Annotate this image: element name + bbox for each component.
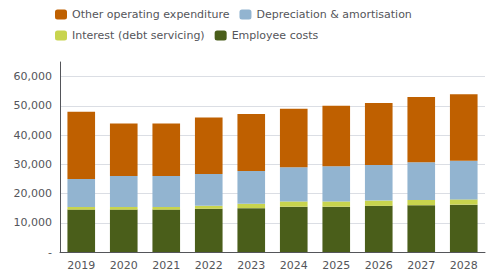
- svg-text:60,000: 60,000: [14, 70, 53, 83]
- svg-text:30,000: 30,000: [14, 158, 53, 171]
- svg-text:20,000: 20,000: [14, 187, 53, 200]
- svg-text:2025: 2025: [322, 259, 350, 272]
- svg-text:2028: 2028: [450, 259, 478, 272]
- svg-text:-: -: [48, 246, 52, 259]
- svg-text:2020: 2020: [110, 259, 138, 272]
- svg-text:2023: 2023: [237, 259, 265, 272]
- svg-text:2021: 2021: [152, 259, 180, 272]
- svg-text:2022: 2022: [195, 259, 223, 272]
- svg-text:Depreciation & amortisation: Depreciation & amortisation: [256, 8, 411, 21]
- svg-text:Interest (debt servicing): Interest (debt servicing): [72, 29, 205, 42]
- svg-text:50,000: 50,000: [14, 99, 53, 112]
- svg-text:Employee costs: Employee costs: [232, 29, 319, 42]
- svg-text:2027: 2027: [407, 259, 435, 272]
- svg-text:2026: 2026: [365, 259, 393, 272]
- svg-text:10,000: 10,000: [14, 216, 53, 229]
- svg-text:Other operating expenditure: Other operating expenditure: [72, 8, 230, 21]
- svg-text:2019: 2019: [67, 259, 95, 272]
- svg-text:40,000: 40,000: [14, 129, 53, 142]
- svg-text:2024: 2024: [280, 259, 308, 272]
